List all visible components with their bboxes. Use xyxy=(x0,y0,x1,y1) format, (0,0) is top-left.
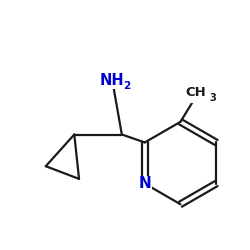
Text: CH: CH xyxy=(185,86,206,98)
Text: NH: NH xyxy=(100,73,124,88)
Text: 2: 2 xyxy=(123,81,130,91)
Text: 3: 3 xyxy=(210,94,216,104)
Bar xyxy=(97,72,128,89)
Text: N: N xyxy=(138,176,151,191)
Bar xyxy=(138,176,152,192)
Bar xyxy=(180,84,216,103)
